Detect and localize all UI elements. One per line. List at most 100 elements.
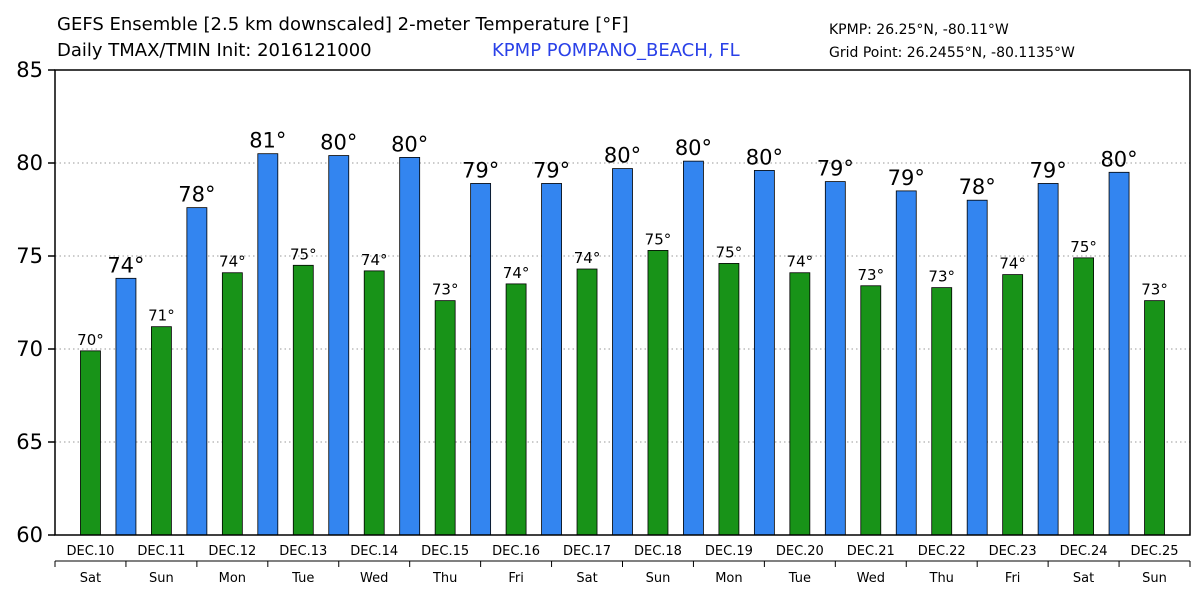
tmin-bar xyxy=(718,263,740,536)
plot-frame xyxy=(54,69,1191,536)
tmax-label: 80° xyxy=(746,145,783,169)
tmin-label: 74° xyxy=(787,253,814,271)
x-weekday-label: Mon xyxy=(219,571,246,586)
y-tick-label: 65 xyxy=(16,430,43,454)
tmin-bar xyxy=(1073,257,1094,536)
x-date-label: DEC.16 xyxy=(492,544,540,559)
tmin-bar xyxy=(505,283,527,536)
tmin-bar xyxy=(363,270,385,536)
tmin-label: 74° xyxy=(219,253,246,271)
tmin-bar xyxy=(80,350,101,536)
x-weekday-label: Fri xyxy=(1005,571,1021,586)
tmin-label: 73° xyxy=(1141,281,1168,299)
tmax-bar xyxy=(470,183,492,536)
x-date-label: DEC.10 xyxy=(66,544,114,559)
tmax-bar xyxy=(895,190,917,536)
bar-labels: 70° 71° 74° 75° 74° 73° 74° 74° 75° 75° 74° 73° 73° 7… xyxy=(77,129,1168,349)
tmin-bar xyxy=(1144,300,1165,536)
tmin-label: 74° xyxy=(503,264,530,282)
tmax-label: 80° xyxy=(320,131,357,155)
tmax-label: 79° xyxy=(817,157,854,181)
x-date-label: DEC.12 xyxy=(208,544,256,559)
tmax-bar xyxy=(824,181,846,536)
chart-title-line2: Daily TMAX/TMIN Init: 2016121000 xyxy=(57,40,372,61)
tmax-bar xyxy=(612,168,633,536)
tmin-label: 73° xyxy=(857,266,884,284)
x-date-label: DEC.25 xyxy=(1131,544,1179,559)
tmin-bar xyxy=(1002,274,1024,536)
x-weekday-label: Fri xyxy=(508,571,524,586)
y-tick-label: 75 xyxy=(16,244,43,268)
tmax-bar xyxy=(186,207,208,536)
x-weekday-label: Sun xyxy=(149,571,174,586)
x-weekday-label: Sun xyxy=(1142,571,1167,586)
tmax-label: 79° xyxy=(1030,158,1067,182)
tmax-bar xyxy=(683,160,704,536)
x-date-label: DEC.22 xyxy=(918,544,966,559)
tmax-bar xyxy=(328,155,350,536)
x-date-label: DEC.13 xyxy=(279,544,327,559)
tmax-label: 78° xyxy=(178,183,215,207)
x-weekday-label: Mon xyxy=(715,571,742,586)
x-date-label: DEC.17 xyxy=(563,544,611,559)
tmax-bar xyxy=(399,157,421,536)
tmax-bar xyxy=(541,183,562,536)
y-tick-label: 85 xyxy=(16,58,43,82)
chart-title-line1: GEFS Ensemble [2.5 km downscaled] 2-mete… xyxy=(57,14,629,35)
tmin-bar xyxy=(647,250,669,536)
tmax-bar xyxy=(257,153,279,536)
tmin-label: 74° xyxy=(999,255,1026,273)
x-date-label: DEC.20 xyxy=(776,544,824,559)
y-tick-label: 80 xyxy=(16,151,43,175)
x-weekday-label: Wed xyxy=(857,571,885,586)
grid-point-coordinates: Grid Point: 26.2455°N, -80.1135°W xyxy=(829,45,1075,61)
x-weekday-label: Thu xyxy=(432,571,457,586)
x-weekday-label: Tue xyxy=(291,571,314,586)
x-date-label: DEC.15 xyxy=(421,544,469,559)
tmin-label: 75° xyxy=(645,230,672,248)
tmax-label: 79° xyxy=(462,158,499,182)
tmax-bar xyxy=(115,277,137,536)
tmax-bar xyxy=(1037,183,1059,536)
tmax-bar xyxy=(753,170,775,536)
tmax-bar xyxy=(966,199,988,536)
x-date-label: DEC.11 xyxy=(137,544,185,559)
tmin-label: 73° xyxy=(928,268,955,286)
x-date-label: DEC.19 xyxy=(705,544,753,559)
tmin-label: 75° xyxy=(290,245,317,263)
tmax-label: 78° xyxy=(959,175,996,199)
x-weekday-label: Tue xyxy=(788,571,811,586)
tmax-bar xyxy=(1108,171,1130,536)
tmin-bar xyxy=(931,287,953,536)
bars xyxy=(80,153,1165,536)
x-axis: DEC.10 Sat DEC.11 Sun DEC.12 Mon DEC.13 Tue DEC.… xyxy=(54,544,1191,586)
x-date-label: DEC.14 xyxy=(350,544,398,559)
x-weekday-label: Sun xyxy=(646,571,671,586)
tmax-label: 79° xyxy=(888,166,925,190)
tmax-label: 74° xyxy=(107,253,144,277)
tmin-bar xyxy=(151,326,172,536)
x-date-label: DEC.18 xyxy=(634,544,682,559)
tmax-label: 80° xyxy=(391,132,428,156)
station-name: KPMP POMPANO_BEACH, FL xyxy=(492,40,740,61)
tmin-label: 73° xyxy=(432,281,459,299)
x-weekday-label: Wed xyxy=(360,571,388,586)
station-coordinates: KPMP: 26.25°N, -80.11°W xyxy=(829,22,1009,38)
tmin-label: 75° xyxy=(716,243,743,261)
x-date-label: DEC.23 xyxy=(989,544,1037,559)
tmax-label: 80° xyxy=(604,144,641,168)
x-weekday-label: Sat xyxy=(576,571,597,586)
tmin-bar xyxy=(576,268,598,536)
tmin-label: 70° xyxy=(77,331,104,349)
y-tick-label: 70 xyxy=(16,337,43,361)
tmax-label: 81° xyxy=(249,129,286,153)
tmin-label: 74° xyxy=(574,249,601,267)
x-date-label: DEC.24 xyxy=(1060,544,1108,559)
x-date-label: DEC.21 xyxy=(847,544,895,559)
y-tick-label: 60 xyxy=(16,523,43,547)
x-weekday-label: Sat xyxy=(1073,571,1094,586)
tmin-bar xyxy=(860,285,882,536)
tmin-bar xyxy=(434,300,456,536)
tmax-label: 80° xyxy=(1100,147,1137,171)
